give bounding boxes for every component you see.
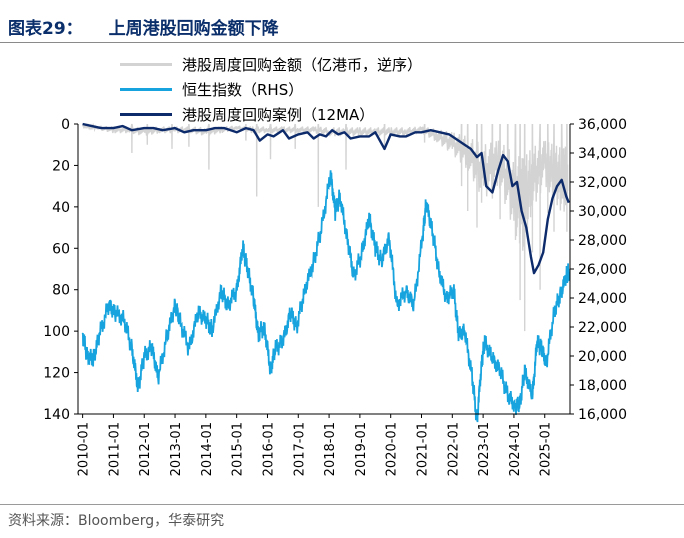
right-axis-tick-label: 36,000: [578, 117, 627, 133]
left-axis-tick-label: 80: [52, 283, 70, 299]
legend-item-repurchase-amount: 港股周度回购金额（亿港币，逆序）: [120, 52, 422, 77]
x-axis-tick-label: 2015-01: [231, 422, 246, 476]
left-axis-tick-label: 0: [61, 117, 70, 133]
series-repurchase-cases-line: [82, 122, 570, 275]
x-axis-tick-label: 2010-01: [77, 422, 92, 476]
figure-title-text: 上周港股回购金额下降: [108, 19, 279, 39]
figure-number: 图表29：: [8, 19, 83, 39]
x-axis-tick-label: 2024-01: [508, 422, 523, 476]
x-axis-tick-label: 2014-01: [200, 422, 215, 476]
figure-title: 图表29： 上周港股回购金额下降: [8, 14, 279, 39]
x-axis-tick-label: 2025-01: [539, 422, 554, 476]
left-axis-tick-label: 100: [43, 324, 70, 340]
right-axis-tick-label: 22,000: [578, 320, 627, 336]
series-repurchase-amount-line: [81, 122, 569, 332]
source-divider: [0, 504, 684, 505]
legend-label-repurchase-amount: 港股周度回购金额（亿港币，逆序）: [182, 56, 423, 74]
right-axis-tick-label: 18,000: [578, 378, 627, 394]
title-divider: [0, 42, 684, 43]
x-axis-tick-label: 2022-01: [446, 422, 461, 476]
x-axis-tick-label: 2017-01: [292, 422, 307, 476]
x-axis-tick-label: 2021-01: [416, 422, 431, 476]
legend-item-hang-seng: 恒生指数（RHS）: [120, 77, 422, 102]
x-axis-tick-label: 2020-01: [385, 422, 400, 476]
x-axis-tick-label: 2019-01: [354, 422, 369, 476]
right-axis-tick-label: 30,000: [578, 204, 627, 220]
legend-swatch-hang-seng: [120, 88, 172, 91]
x-axis-tick-label: 2018-01: [323, 422, 338, 476]
x-axis-tick-label: 2013-01: [169, 422, 184, 476]
x-axis-tick-label: 2011-01: [107, 422, 122, 476]
right-axis-tick-label: 26,000: [578, 262, 627, 278]
right-axis-tick-label: 28,000: [578, 233, 627, 249]
x-axis-tick-label: 2012-01: [138, 422, 153, 476]
left-axis-tick-label: 60: [52, 241, 70, 257]
right-axis-tick-label: 32,000: [578, 175, 627, 191]
chart-legend: 港股周度回购金额（亿港币，逆序） 恒生指数（RHS） 港股周度回购案例（12MA…: [120, 52, 422, 127]
right-axis-tick-label: 24,000: [578, 291, 627, 307]
legend-label-hang-seng: 恒生指数（RHS）: [182, 81, 304, 99]
legend-label-repurchase-cases: 港股周度回购案例（12MA）: [182, 106, 375, 124]
x-axis-tick-label: 2023-01: [477, 422, 492, 476]
x-axis-tick-label: 2016-01: [261, 422, 276, 476]
left-axis-tick-label: 20: [52, 158, 70, 174]
legend-swatch-repurchase-amount: [120, 63, 172, 66]
right-axis-tick-label: 34,000: [578, 146, 627, 162]
legend-item-repurchase-cases: 港股周度回购案例（12MA）: [120, 102, 422, 127]
left-axis-tick-label: 120: [43, 366, 70, 382]
series-hang-seng-line: [81, 170, 570, 423]
left-axis-tick-label: 140: [43, 407, 70, 423]
right-axis-tick-label: 20,000: [578, 349, 627, 365]
left-axis-tick-label: 40: [52, 200, 70, 216]
right-axis-tick-label: 16,000: [578, 407, 627, 423]
source-note: 资料来源：Bloomberg，华泰研究: [8, 513, 225, 529]
legend-swatch-repurchase-cases: [120, 113, 172, 116]
